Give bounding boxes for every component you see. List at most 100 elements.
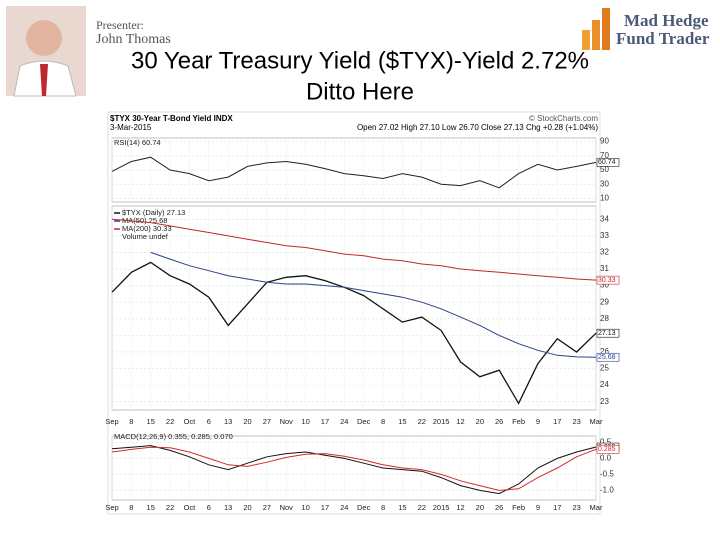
- x-tick-label: 2015: [433, 417, 450, 426]
- last-value-label: 27.13: [598, 330, 616, 337]
- y-tick-label: 70: [600, 151, 609, 160]
- x-tick-label: 27: [263, 503, 271, 512]
- x-tick-label: 13: [224, 503, 232, 512]
- legend-label: $TYX (Daily) 27.13: [122, 208, 185, 217]
- y-tick-label: 26: [600, 347, 609, 356]
- x-tick-label: 8: [129, 503, 133, 512]
- x-tick-label: 26: [495, 417, 503, 426]
- x-tick-label: 8: [381, 503, 385, 512]
- panel-title: MACD(12,26,9) 0.355, 0.285, 0.070: [114, 432, 233, 441]
- brand-line: Fund Trader: [616, 29, 710, 48]
- legend-label: MA(200) 30.33: [122, 224, 172, 233]
- series-line: [111, 445, 597, 495]
- presenter-label: Presenter:: [96, 18, 144, 32]
- x-tick-label: Mar: [590, 503, 603, 512]
- x-tick-label: 17: [553, 503, 561, 512]
- chart-frame: [107, 111, 601, 515]
- x-tick-label: 20: [243, 503, 251, 512]
- x-tick-label: 20: [476, 503, 484, 512]
- x-tick-label: 15: [398, 417, 406, 426]
- x-tick-label: 9: [536, 503, 540, 512]
- series-line: [150, 251, 597, 358]
- x-tick-label: 20: [243, 417, 251, 426]
- slide-title: 30 Year Treasury Yield ($TYX)-Yield 2.72…: [131, 47, 589, 74]
- x-tick-label: 15: [147, 417, 155, 426]
- y-tick-label: 23: [600, 397, 609, 406]
- y-tick-label: 24: [600, 380, 609, 389]
- x-tick-label: Mar: [590, 417, 603, 426]
- x-tick-label: 8: [381, 417, 385, 426]
- last-value-label: 0.285: [598, 446, 616, 453]
- x-tick-label: 6: [207, 417, 211, 426]
- last-value-label: 30.33: [598, 277, 616, 284]
- last-value-label: 60.74: [598, 159, 616, 166]
- x-tick-label: Dec: [357, 503, 371, 512]
- last-value-box: [596, 275, 620, 285]
- x-tick-label: Oct: [184, 503, 197, 512]
- series-line: [111, 218, 597, 281]
- x-tick-label: 10: [301, 503, 309, 512]
- x-tick-label: 17: [321, 417, 329, 426]
- x-tick-label: 27: [263, 417, 271, 426]
- x-tick-label: Feb: [512, 417, 525, 426]
- y-tick-label: 34: [600, 214, 609, 223]
- photo-face: [26, 20, 62, 56]
- x-tick-label: 26: [495, 503, 503, 512]
- x-tick-label: 6: [207, 503, 211, 512]
- x-tick-label: 22: [418, 503, 426, 512]
- brand-line: Mad Hedge: [624, 11, 709, 30]
- chart-source: © StockCharts.com: [529, 114, 598, 123]
- y-tick-label: 25: [600, 364, 609, 373]
- y-tick-label: 90: [600, 137, 609, 146]
- chart-date: 3-Mar-2015: [110, 123, 152, 132]
- x-tick-label: 13: [224, 417, 232, 426]
- y-tick-label: 0.0: [600, 454, 612, 463]
- y-tick-label: 30: [600, 179, 609, 188]
- x-tick-label: 22: [418, 417, 426, 426]
- last-value-box: [596, 158, 620, 167]
- x-tick-label: Sep: [105, 417, 118, 426]
- presenter-name: John Thomas: [96, 32, 171, 47]
- x-tick-label: Feb: [512, 503, 525, 512]
- y-tick-label: 33: [600, 231, 609, 240]
- x-tick-label: 12: [456, 417, 464, 426]
- brand-logo: [582, 8, 610, 50]
- series-line: [111, 446, 597, 491]
- panel-title: RSI(14) 60.74: [114, 138, 161, 147]
- chart-quote: Open 27.02 High 27.10 Low 26.70 Close 27…: [357, 123, 598, 132]
- series-line: [111, 156, 597, 189]
- y-tick-label: 29: [600, 297, 609, 306]
- chart-symbol: $TYX 30-Year T-Bond Yield INDX: [110, 114, 233, 123]
- last-value-box: [596, 352, 620, 362]
- y-tick-label: 32: [600, 248, 609, 257]
- x-tick-label: Nov: [280, 417, 294, 426]
- x-tick-label: 12: [456, 503, 464, 512]
- photo-tie: [40, 64, 48, 96]
- legend-label: Volume undef: [122, 232, 169, 241]
- last-value-box: [596, 444, 620, 454]
- x-tick-label: 17: [553, 417, 561, 426]
- y-tick-label: 10: [600, 194, 609, 203]
- last-value-box: [596, 328, 620, 338]
- x-tick-label: Oct: [184, 417, 197, 426]
- x-tick-label: 15: [398, 503, 406, 512]
- x-tick-label: Dec: [357, 417, 371, 426]
- y-tick-label: 0.5: [600, 438, 612, 447]
- legend-label: MA(50) 25.68: [122, 216, 167, 225]
- y-tick-label: 28: [600, 314, 609, 323]
- x-tick-label: 9: [536, 417, 540, 426]
- x-tick-label: 10: [301, 417, 309, 426]
- x-tick-label: 24: [340, 417, 348, 426]
- y-tick-label: 50: [600, 165, 609, 174]
- x-tick-label: 23: [572, 417, 580, 426]
- x-tick-label: 20: [476, 417, 484, 426]
- slide-title: Ditto Here: [306, 78, 414, 105]
- x-tick-label: 15: [147, 503, 155, 512]
- y-tick-label: -0.5: [600, 470, 614, 479]
- x-tick-label: 23: [572, 503, 580, 512]
- x-tick-label: Nov: [280, 503, 294, 512]
- x-tick-label: 17: [321, 503, 329, 512]
- series-line: [111, 261, 597, 405]
